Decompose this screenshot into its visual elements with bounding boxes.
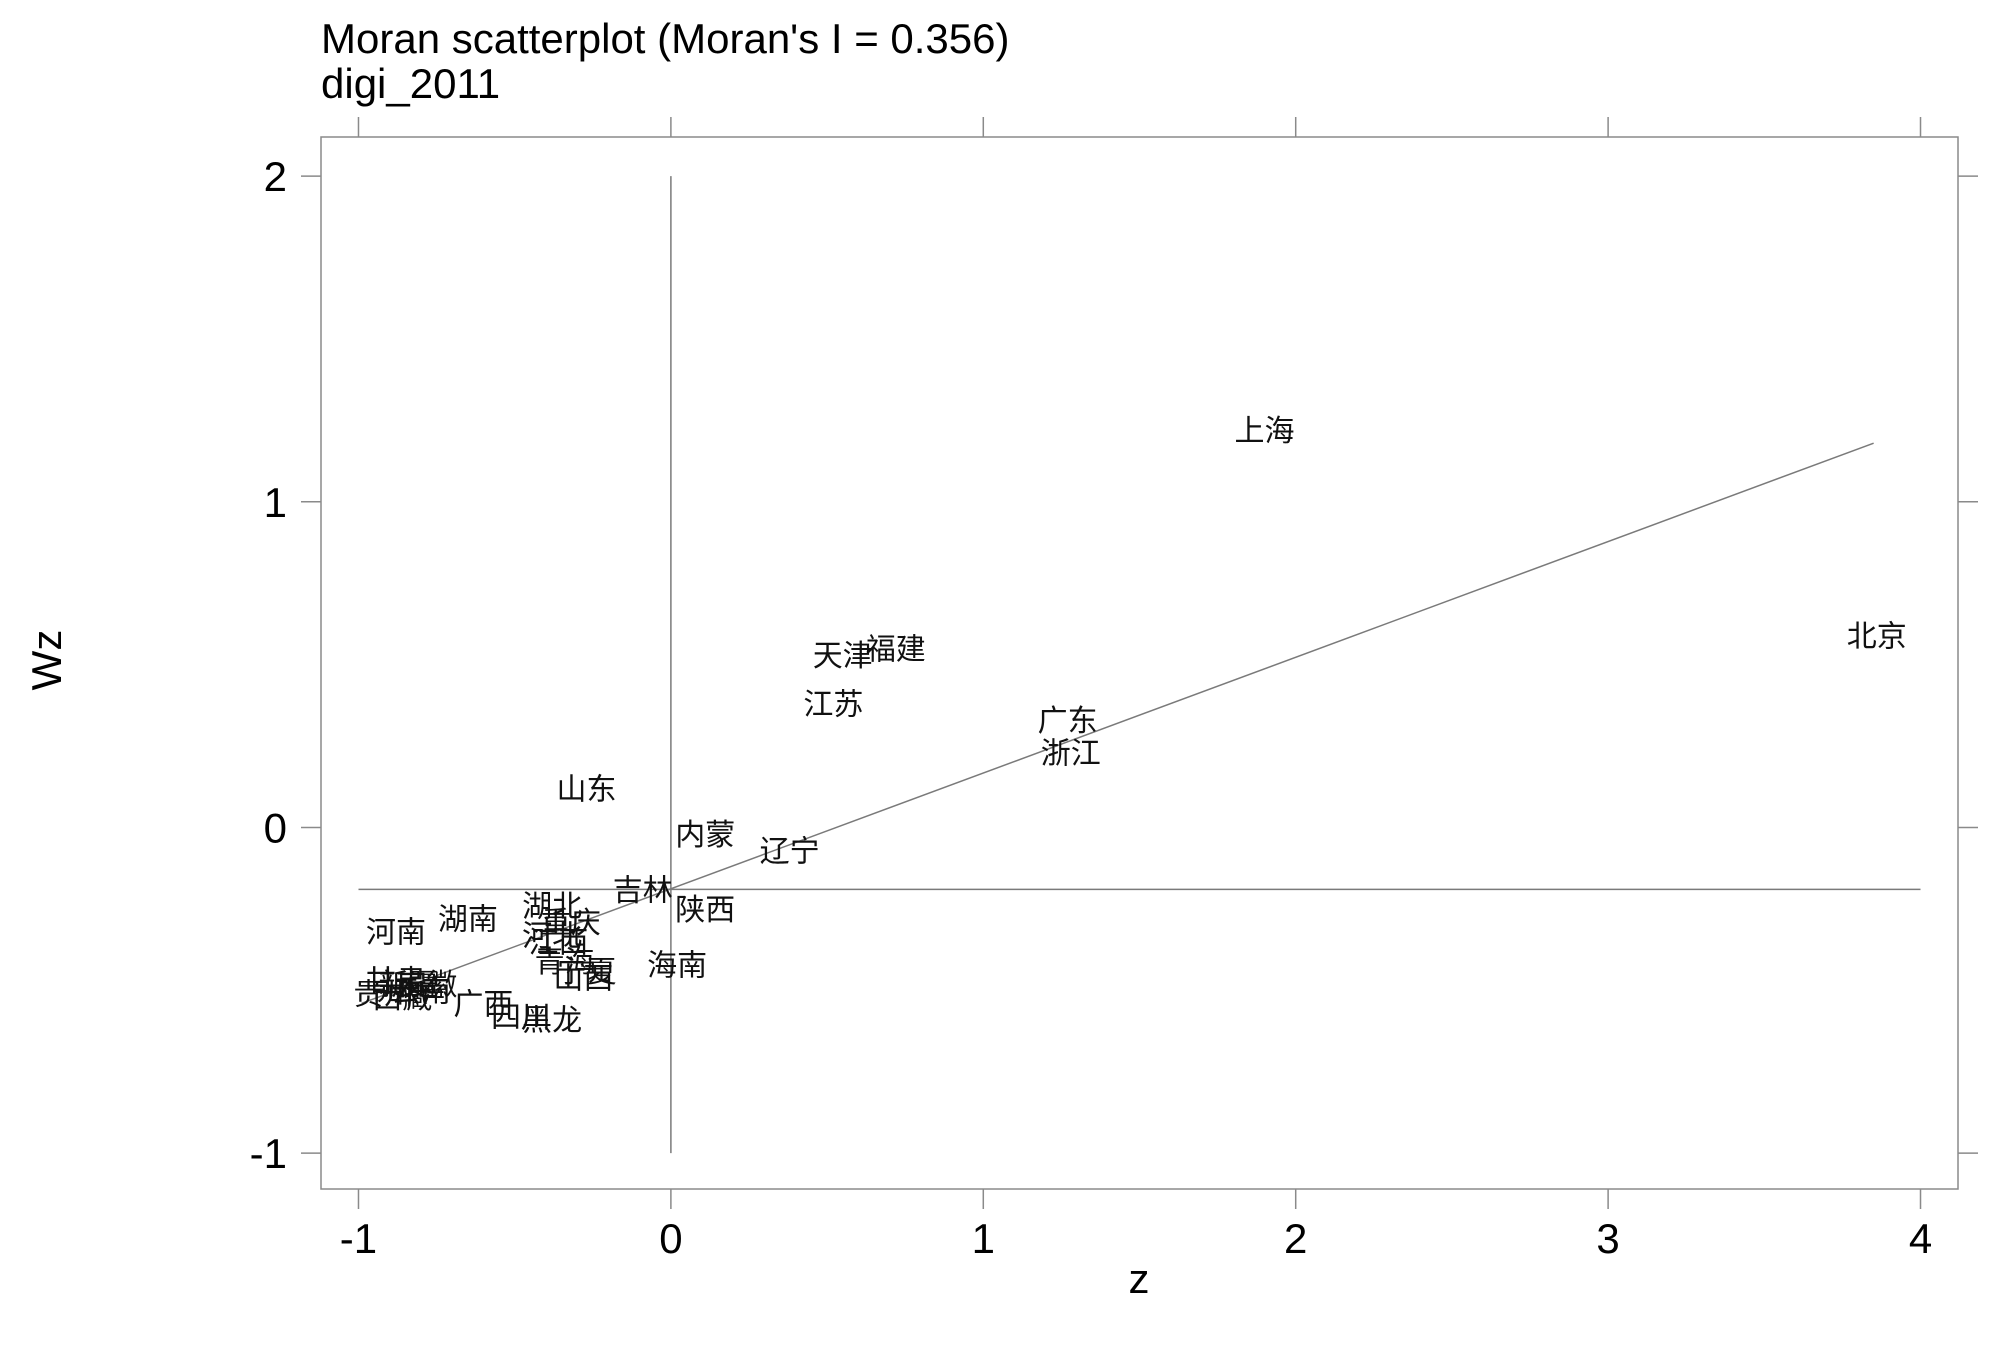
data-point-label: 云南 bbox=[391, 974, 451, 1009]
data-point-label: 河北 bbox=[522, 919, 582, 954]
data-point-label: 辽宁 bbox=[760, 834, 820, 869]
data-point-label: 湖北 bbox=[522, 890, 582, 925]
data-point-label: 陕西 bbox=[675, 893, 735, 928]
data-point-label: 广西 bbox=[453, 987, 513, 1022]
x-tick-label: 1 bbox=[972, 1215, 995, 1262]
data-point-label: 四川 bbox=[491, 1000, 551, 1035]
y-tick-label: -1 bbox=[250, 1130, 287, 1177]
data-point-label: 湖南 bbox=[438, 903, 498, 938]
y-tick-label: 2 bbox=[264, 153, 287, 200]
data-point-label: 广东 bbox=[1038, 704, 1098, 739]
data-point-label: 内蒙 bbox=[675, 818, 735, 853]
data-point-label: 河南 bbox=[366, 916, 426, 951]
data-point-label: 重庆 bbox=[541, 906, 601, 941]
data-point-label: 青海 bbox=[535, 945, 595, 980]
data-point-label: 江西 bbox=[528, 925, 588, 960]
x-tick-label: 3 bbox=[1596, 1215, 1619, 1262]
data-point-label: 江苏 bbox=[803, 688, 863, 723]
data-point-label: 山西 bbox=[553, 961, 613, 996]
chart-subtitle: digi_2011 bbox=[321, 60, 500, 107]
axis-ticks: -1 0 1 2 3 4 -1 0 1 2 bbox=[250, 117, 1978, 1262]
data-point-label: 新疆 bbox=[378, 968, 438, 1003]
plot-frame bbox=[320, 136, 1959, 1190]
y-tick-label: 1 bbox=[264, 479, 287, 526]
data-point-label: 宁夏 bbox=[557, 955, 617, 990]
reference-lines bbox=[358, 176, 1921, 1154]
y-axis-label: Wz bbox=[23, 630, 70, 691]
data-point-label: 浙江 bbox=[1041, 737, 1101, 772]
data-point-label: 甘肃 bbox=[366, 965, 426, 1000]
regression-line bbox=[361, 442, 1874, 1005]
x-tick-label: 0 bbox=[659, 1215, 682, 1262]
data-point-label: 吉林 bbox=[613, 873, 673, 908]
data-point-label: 西藏 bbox=[372, 981, 432, 1016]
y-tick-label: 0 bbox=[264, 804, 287, 851]
data-point-label: 海南 bbox=[647, 948, 707, 983]
chart-title: Moran scatterplot (Moran's I = 0.356) bbox=[321, 15, 1010, 62]
data-point-label: 安徽 bbox=[397, 968, 457, 1003]
data-point-label: 福建 bbox=[866, 632, 926, 667]
x-axis-label: z bbox=[1129, 1255, 1150, 1302]
x-tick-label: -1 bbox=[340, 1215, 377, 1262]
x-tick-label: 2 bbox=[1284, 1215, 1307, 1262]
data-point-label: 贵州 bbox=[353, 978, 413, 1013]
data-point-label: 山东 bbox=[557, 772, 617, 807]
data-point-label: 天津 bbox=[813, 639, 873, 674]
data-point-label: 上海 bbox=[1234, 414, 1294, 449]
data-point-label: 北京 bbox=[1847, 619, 1907, 654]
data-point-label: 黑龙 bbox=[522, 1004, 582, 1039]
x-tick-label: 4 bbox=[1909, 1215, 1932, 1262]
